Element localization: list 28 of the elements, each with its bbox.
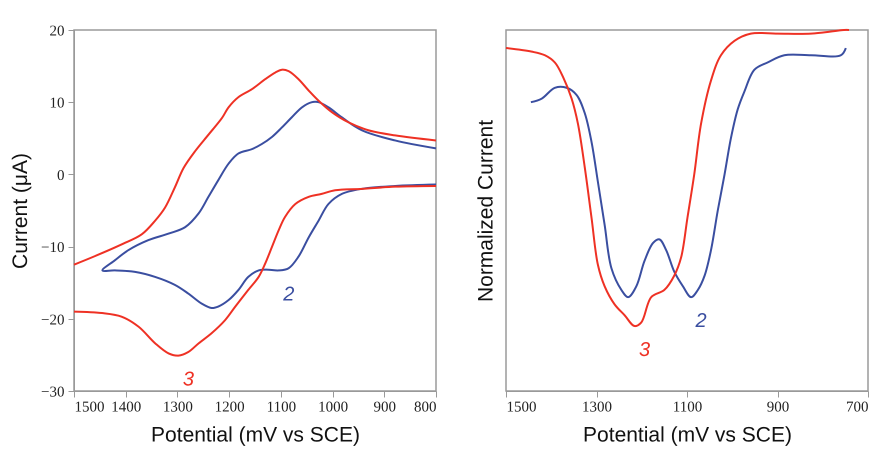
x-tick-label: 900 — [766, 400, 790, 416]
y-axis-title: Current (μA) — [9, 153, 32, 269]
x-tick-label: 1100 — [672, 400, 702, 416]
y-tick-label: −10 — [41, 240, 64, 256]
x-tick-label: 1500 — [506, 400, 536, 416]
y-tick-label: −20 — [41, 312, 64, 328]
y-tick-label: −30 — [41, 384, 64, 400]
y-tick-label: 10 — [50, 96, 64, 112]
x-tick-label: 1400 — [111, 400, 142, 416]
x-tick-label: 700 — [846, 400, 868, 416]
y-axis-title: Normalized Current — [474, 120, 498, 302]
x-tick-label: 1100 — [266, 400, 296, 416]
x-tick-label: 1300 — [162, 400, 193, 416]
x-axis-title: Potential (mV vs SCE) — [151, 424, 360, 446]
x-tick-label: 1500 — [74, 400, 104, 416]
series-label: 3 — [638, 339, 650, 362]
x-tick-label: 1200 — [214, 400, 245, 416]
x-axis-title: Potential (mV vs SCE) — [583, 424, 792, 446]
x-tick-label: 800 — [414, 400, 436, 416]
x-tick-label: 1300 — [582, 400, 612, 416]
y-tick-label: 20 — [50, 24, 64, 40]
x-tick-label: 900 — [374, 400, 396, 416]
line-series — [101, 101, 437, 309]
series-label: 3 — [182, 368, 194, 391]
y-tick-label: 0 — [57, 168, 64, 184]
series-label: 2 — [282, 283, 294, 306]
x-tick-label: 1000 — [318, 400, 348, 416]
series-label: 2 — [694, 310, 707, 332]
